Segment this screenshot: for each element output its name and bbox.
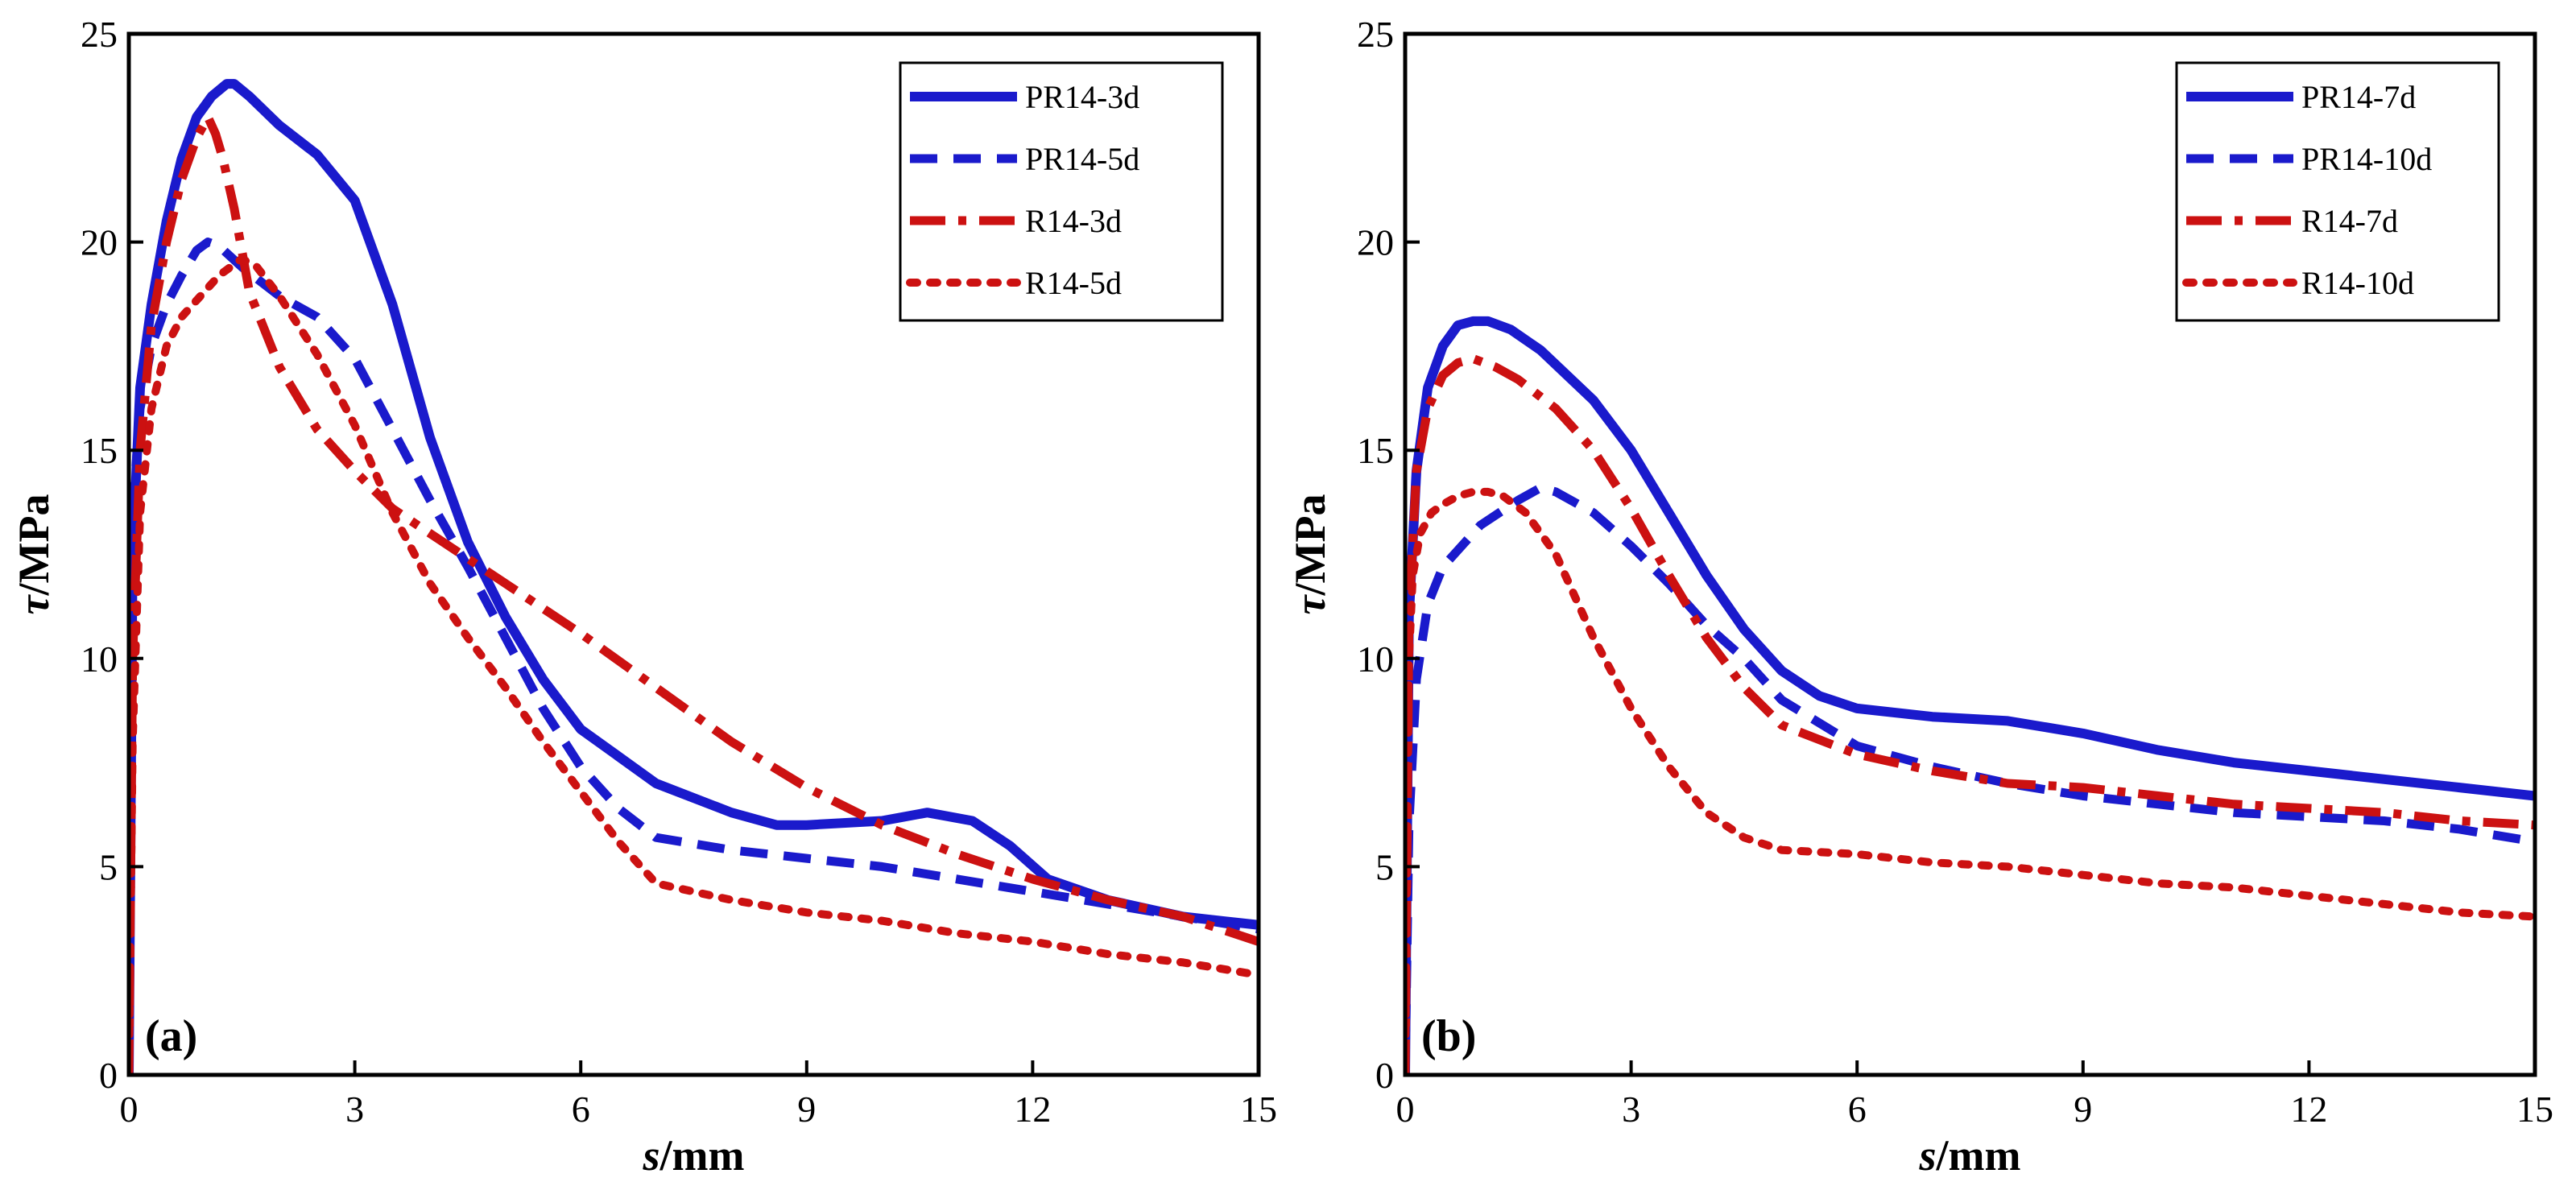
- x-axis-title-symbol: s: [1919, 1131, 1937, 1180]
- y-tick-label: 15: [1357, 430, 1394, 471]
- x-tick-label: 9: [2074, 1089, 2092, 1130]
- x-axis-title: s/mm: [1919, 1131, 2021, 1180]
- y-tick-label: 10: [81, 638, 118, 680]
- series-line-PR14-7d: [1405, 316, 2535, 1075]
- chart-panel-a: 0 3 6 9 12 150510152025s/mmτ/MPa(a)PR14-3dPR1…: [10, 14, 1277, 1180]
- plot-frame: [1403, 31, 2537, 1077]
- x-tick-label: 3: [345, 1089, 364, 1130]
- series-line-R14-7d: [1405, 353, 2535, 1075]
- legend: PR14-7d PR14-10d R14-7d R14-10d: [2175, 61, 2500, 322]
- y-axis-title-symbol: τ: [10, 593, 58, 614]
- panel-label: (b): [1421, 1011, 1476, 1061]
- y-tick-label: 20: [81, 222, 118, 263]
- x-tick-label: 12: [2290, 1089, 2327, 1130]
- legend-label-R14-5d: R14-5d: [1025, 265, 1122, 301]
- series-line-R14-10d: [1405, 487, 2535, 1075]
- y-tick-label: 25: [1357, 14, 1394, 55]
- y-tick-label: 20: [1357, 222, 1394, 263]
- y-axis-title-unit: /MPa: [10, 494, 58, 597]
- y-axis-title-unit: /MPa: [1286, 494, 1334, 597]
- legend-label-R14-7d: R14-7d: [2301, 203, 2398, 239]
- y-tick-label: 5: [1375, 846, 1394, 887]
- x-axis-title-symbol: s: [643, 1131, 660, 1180]
- series-line-PR14-3d: [129, 79, 1259, 1075]
- y-tick-label: 0: [99, 1055, 118, 1096]
- x-tick-label: 6: [1848, 1089, 1867, 1130]
- y-axis-title: τ/MPa: [10, 494, 58, 615]
- legend: PR14-3d PR14-5d R14-3d R14-5d: [899, 61, 1224, 322]
- legend-box: [899, 61, 1224, 322]
- x-axis-title: s/mm: [643, 1131, 745, 1180]
- y-tick-label: 0: [1375, 1055, 1394, 1096]
- legend-label-PR14-7d: PR14-7d: [2301, 79, 2416, 115]
- y-tick-label: 5: [99, 846, 118, 887]
- x-tick-label: 0: [1396, 1089, 1415, 1130]
- x-tick-label: 0: [120, 1089, 139, 1130]
- legend-box: [2175, 61, 2500, 322]
- y-axis-title: τ/MPa: [1286, 494, 1334, 615]
- legend-label-R14-10d: R14-10d: [2301, 265, 2414, 301]
- x-tick-label: 3: [1622, 1089, 1640, 1130]
- x-tick-label: 15: [2516, 1089, 2553, 1130]
- x-tick-label: 9: [797, 1089, 816, 1130]
- legend-label-R14-3d: R14-3d: [1025, 203, 1122, 239]
- x-tick-label: 15: [1240, 1089, 1277, 1130]
- y-tick-label: 15: [81, 430, 118, 471]
- panel-label: (a): [145, 1011, 197, 1061]
- y-axis-title-symbol: τ: [1286, 593, 1334, 614]
- chart-panel-b: 0 3 6 9 12 150510152025s/mmτ/MPa(b)PR14-7dPR1…: [1286, 14, 2553, 1180]
- legend-label-PR14-10d: PR14-10d: [2301, 141, 2432, 177]
- x-axis-title-unit: /mm: [660, 1131, 745, 1180]
- series-line-R14-3d: [129, 112, 1259, 1075]
- x-axis-title-unit: /mm: [1936, 1131, 2021, 1180]
- legend-label-PR14-5d: PR14-5d: [1025, 141, 1139, 177]
- y-tick-label: 10: [1357, 638, 1394, 680]
- legend-label-PR14-3d: PR14-3d: [1025, 79, 1139, 115]
- y-tick-label: 25: [81, 14, 118, 55]
- series-line-R14-5d: [129, 254, 1259, 1075]
- series-line-PR14-5d: [129, 238, 1259, 1075]
- plot-frame: [126, 31, 1261, 1077]
- x-tick-label: 6: [572, 1089, 590, 1130]
- x-tick-label: 12: [1014, 1089, 1051, 1130]
